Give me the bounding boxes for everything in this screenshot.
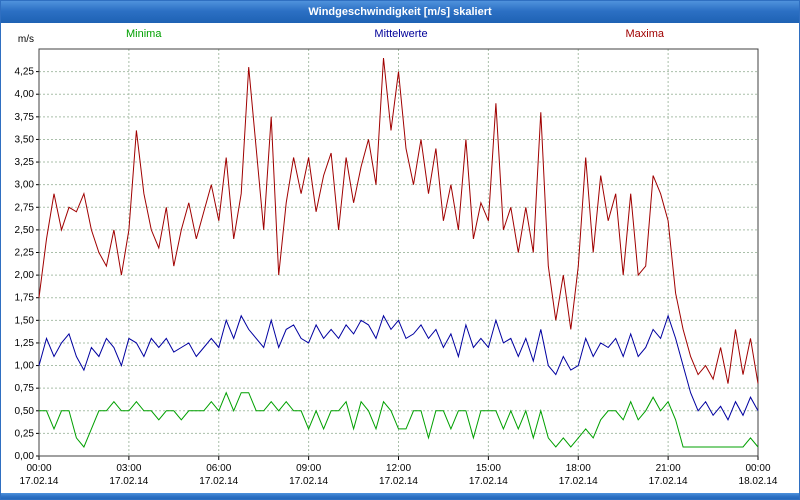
svg-text:03:00: 03:00: [116, 463, 141, 474]
svg-text:17.02.14: 17.02.14: [109, 476, 148, 487]
svg-text:17.02.14: 17.02.14: [649, 476, 688, 487]
svg-text:15:00: 15:00: [476, 463, 501, 474]
svg-text:4,00: 4,00: [15, 89, 35, 100]
svg-text:17.02.14: 17.02.14: [199, 476, 238, 487]
svg-text:0,50: 0,50: [15, 406, 35, 417]
legend-label-mittelwerte: Mittelwerte: [374, 28, 428, 40]
svg-text:3,50: 3,50: [15, 134, 35, 145]
svg-text:3,00: 3,00: [15, 180, 35, 191]
svg-text:00:00: 00:00: [26, 463, 51, 474]
legend: Minima Mittelwerte Maxima: [1, 28, 799, 42]
svg-text:17.02.14: 17.02.14: [559, 476, 598, 487]
svg-text:17.02.14: 17.02.14: [379, 476, 418, 487]
svg-text:1,00: 1,00: [15, 361, 35, 372]
svg-text:00:00: 00:00: [745, 463, 770, 474]
svg-text:18:00: 18:00: [566, 463, 591, 474]
legend-label-maxima: Maxima: [625, 28, 664, 40]
svg-text:2,75: 2,75: [15, 202, 35, 213]
svg-text:1,50: 1,50: [15, 315, 35, 326]
svg-text:2,00: 2,00: [15, 270, 35, 281]
svg-text:1,75: 1,75: [15, 293, 35, 304]
svg-text:06:00: 06:00: [206, 463, 231, 474]
svg-text:1,25: 1,25: [15, 338, 35, 349]
bottom-bar: [1, 493, 799, 499]
svg-text:09:00: 09:00: [296, 463, 321, 474]
svg-text:0,75: 0,75: [15, 383, 35, 394]
page-title: Windgeschwindigkeit [m/s] skaliert: [308, 6, 492, 18]
svg-text:17.02.14: 17.02.14: [20, 476, 59, 487]
svg-text:12:00: 12:00: [386, 463, 411, 474]
chart-area: Minima Mittelwerte Maxima 0,00 0,25 0,50 0,…: [1, 23, 799, 493]
svg-text:3,75: 3,75: [15, 112, 35, 123]
svg-text:0,25: 0,25: [15, 428, 35, 439]
svg-text:21:00: 21:00: [656, 463, 681, 474]
svg-text:18.02.14: 18.02.14: [739, 476, 778, 487]
title-bar: Windgeschwindigkeit [m/s] skaliert: [1, 1, 799, 23]
svg-text:17.02.14: 17.02.14: [469, 476, 508, 487]
wind-speed-line-chart: 0,00 0,25 0,50 0,75 1,00 1,25 1,50 1,75 2,00 2,25…: [15, 34, 778, 487]
svg-text:17.02.14: 17.02.14: [289, 476, 328, 487]
legend-label-minima: Minima: [126, 28, 162, 40]
svg-text:4,25: 4,25: [15, 67, 35, 78]
svg-text:m/s: m/s: [18, 34, 34, 45]
svg-text:2,50: 2,50: [15, 225, 35, 236]
svg-text:2,25: 2,25: [15, 248, 35, 259]
svg-text:0,00: 0,00: [15, 451, 35, 462]
svg-text:3,25: 3,25: [15, 157, 35, 168]
